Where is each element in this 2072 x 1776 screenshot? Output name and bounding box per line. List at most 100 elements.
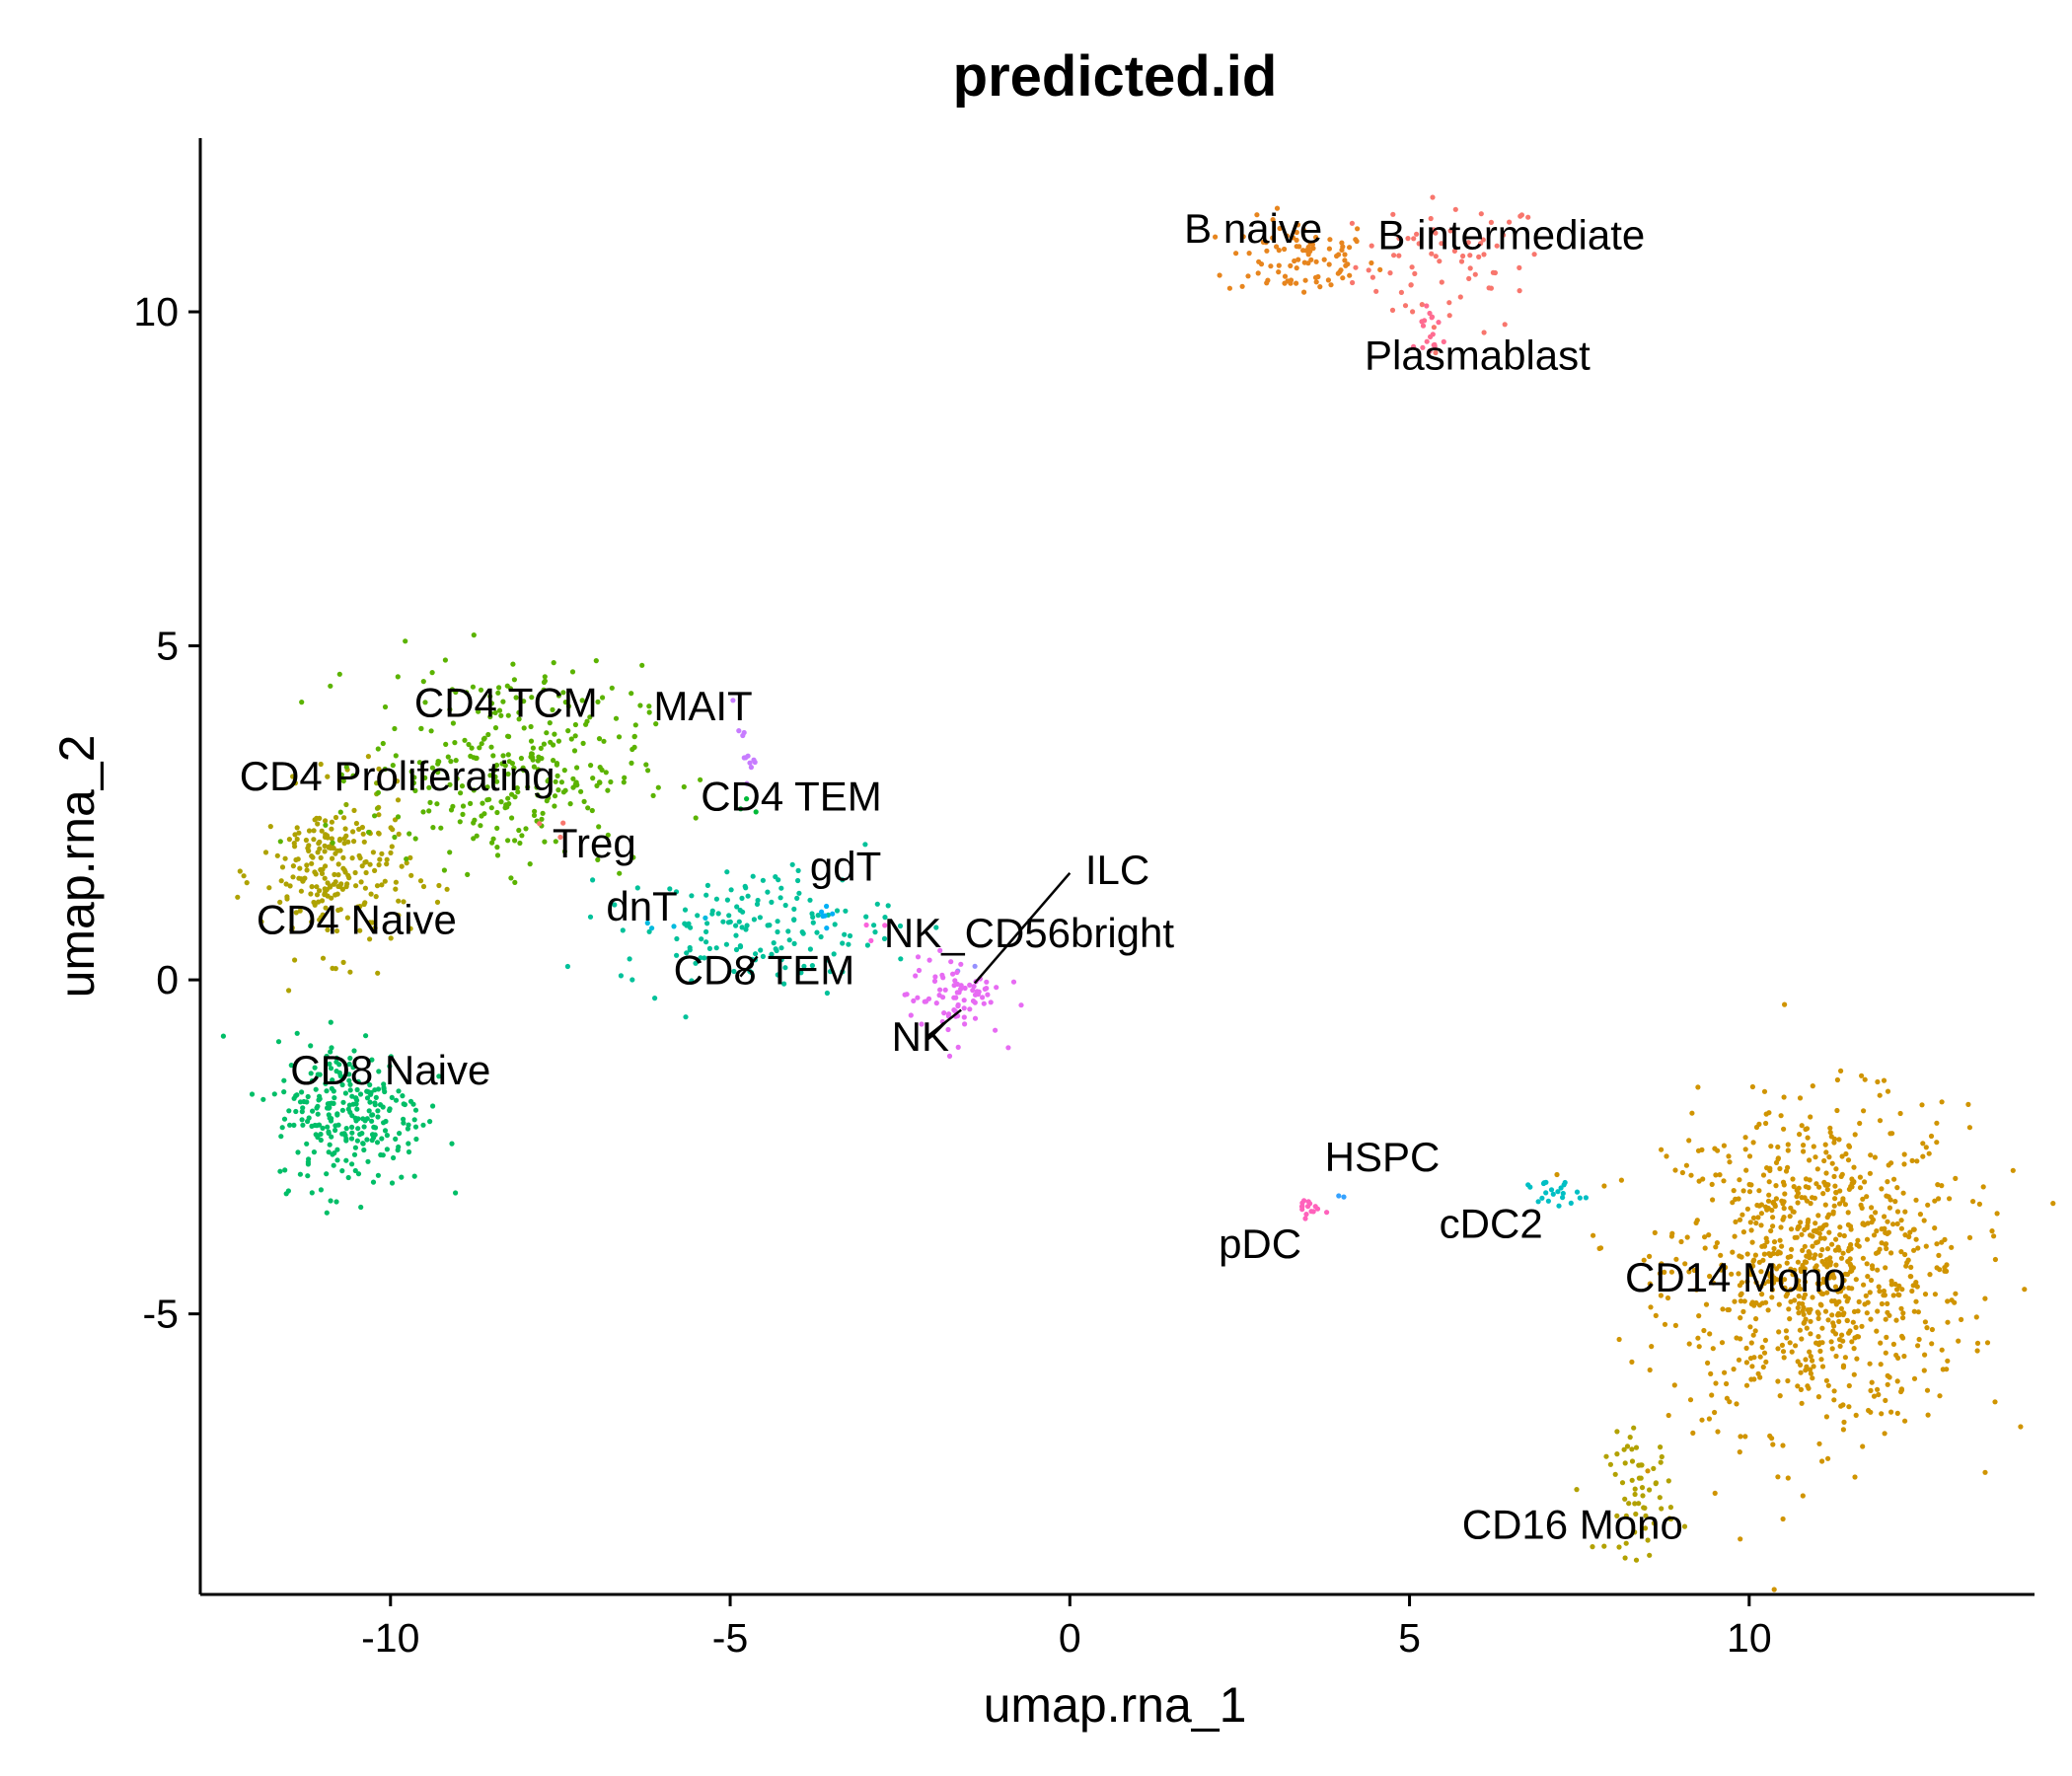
scatter-point — [1478, 241, 1484, 247]
scatter-point — [863, 914, 869, 920]
scatter-point — [333, 1199, 339, 1205]
scatter-point — [1929, 1341, 1935, 1347]
scatter-point — [1816, 1225, 1822, 1231]
scatter-point — [1894, 1378, 1900, 1384]
scatter-point — [1765, 1198, 1772, 1204]
scatter-point — [380, 740, 386, 747]
scatter-point — [346, 1077, 352, 1083]
scatter-point — [1884, 1334, 1889, 1340]
scatter-point — [525, 784, 531, 790]
scatter-point — [1766, 1192, 1772, 1198]
scatter-point — [1817, 1301, 1823, 1307]
scatter-point — [457, 819, 463, 825]
scatter-point — [570, 776, 576, 781]
cluster-label: CD14 Mono — [1625, 1254, 1846, 1300]
scatter-point — [1928, 1133, 1935, 1140]
scatter-point — [1778, 1113, 1784, 1119]
scatter-point — [1840, 1198, 1846, 1204]
scatter-point — [281, 1116, 288, 1122]
scatter-point — [1915, 1309, 1921, 1315]
scatter-point — [534, 784, 540, 790]
scatter-point — [557, 834, 563, 841]
scatter-point — [541, 741, 548, 747]
scatter-point — [401, 1116, 407, 1122]
scatter-point — [882, 915, 888, 921]
scatter-point — [394, 778, 401, 784]
scatter-point — [1636, 1462, 1642, 1468]
scatter-point — [317, 815, 323, 822]
scatter-point — [637, 703, 643, 708]
scatter-point — [743, 885, 749, 891]
scatter-point — [1647, 1552, 1653, 1558]
scatter-point — [358, 879, 364, 885]
scatter-point — [1813, 1340, 1819, 1346]
scatter-point — [1823, 1149, 1829, 1155]
scatter-point — [389, 1094, 395, 1100]
scatter-point — [1748, 1376, 1754, 1382]
scatter-point — [1798, 1220, 1804, 1225]
scatter-point — [500, 699, 506, 704]
scatter-point — [1900, 1315, 1906, 1321]
scatter-point — [320, 1125, 326, 1131]
scatter-point — [572, 733, 578, 739]
scatter-point — [1742, 1434, 1748, 1440]
scatter-point — [1936, 1252, 1942, 1258]
scatter-point — [1632, 1486, 1638, 1492]
scatter-point — [1807, 1255, 1813, 1261]
scatter-point — [1925, 1412, 1931, 1418]
scatter-point — [904, 992, 910, 998]
scatter-point — [1797, 1095, 1804, 1101]
scatter-point — [713, 896, 720, 902]
scatter-point — [542, 674, 548, 680]
scatter-point — [1743, 1382, 1750, 1388]
scatter-point — [1863, 1293, 1869, 1298]
scatter-point — [1752, 1328, 1758, 1334]
scatter-point — [1427, 310, 1433, 317]
scatter-point — [961, 998, 967, 1003]
scatter-point — [1765, 1307, 1771, 1313]
scatter-point — [1865, 1221, 1871, 1226]
scatter-point — [342, 1090, 348, 1096]
scatter-point — [350, 773, 356, 778]
scatter-point — [868, 937, 874, 944]
scatter-point — [1894, 1410, 1900, 1416]
scatter-point — [1837, 1231, 1843, 1238]
scatter-point — [1313, 279, 1319, 285]
scatter-point — [1861, 1108, 1867, 1114]
scatter-point — [1302, 277, 1308, 283]
scatter-point — [1690, 1430, 1696, 1436]
scatter-point — [1911, 1247, 1917, 1253]
scatter-point — [1366, 267, 1371, 273]
scatter-point — [1616, 1336, 1622, 1343]
scatter-point — [1804, 1198, 1810, 1204]
scatter-point — [317, 888, 323, 894]
cluster-label: CD4 TEM — [701, 773, 882, 819]
scatter-point — [1829, 1312, 1835, 1318]
scatter-point — [1781, 1206, 1787, 1212]
scatter-point — [1429, 315, 1435, 321]
scatter-point — [349, 1130, 355, 1136]
scatter-point — [379, 851, 385, 856]
scatter-point — [528, 738, 535, 744]
scatter-point — [447, 706, 453, 712]
scatter-point — [314, 892, 321, 898]
scatter-point — [1894, 1287, 1900, 1293]
scatter-point — [1940, 1367, 1946, 1372]
scatter-point — [1614, 1513, 1620, 1518]
cluster-points-9 — [564, 842, 939, 1020]
scatter-point — [306, 1115, 312, 1121]
scatter-point — [1796, 1310, 1802, 1316]
scatter-point — [1855, 1334, 1862, 1340]
scatter-point — [955, 1044, 961, 1050]
scatter-point — [1447, 228, 1453, 234]
scatter-point — [1888, 1250, 1894, 1256]
scatter-point — [354, 1086, 360, 1093]
chart-title: predicted.id — [953, 44, 1278, 109]
scatter-point — [1885, 1088, 1891, 1094]
scatter-point — [318, 1187, 324, 1193]
scatter-point — [540, 810, 546, 816]
scatter-point — [769, 951, 775, 957]
scatter-point — [1811, 1144, 1816, 1149]
scatter-point — [1724, 1395, 1730, 1401]
scatter-point — [601, 738, 607, 744]
